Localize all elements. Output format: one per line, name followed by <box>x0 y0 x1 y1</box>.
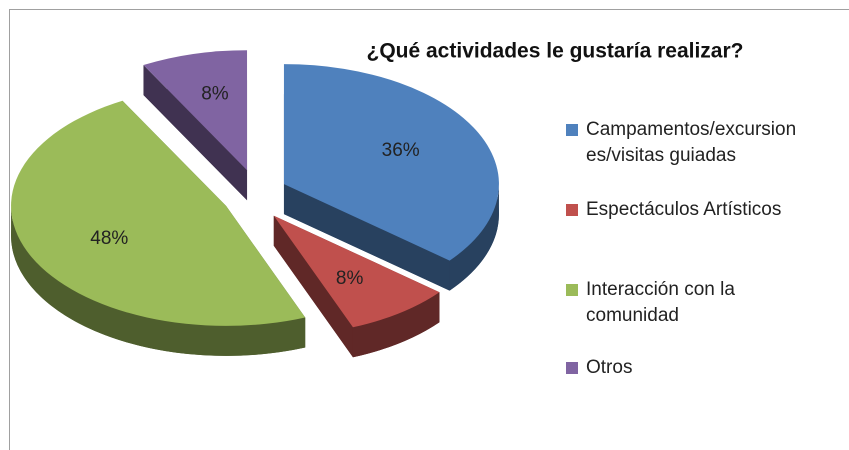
slice-top <box>273 215 440 328</box>
slice-top <box>283 64 499 261</box>
legend-entry: Interacción con la comunidad <box>566 277 802 329</box>
data-label: 36% <box>382 140 420 161</box>
legend-swatch <box>566 284 578 296</box>
legend-label: Interacción con la comunidad <box>586 279 735 326</box>
pie-slice <box>273 215 440 358</box>
slice-side <box>11 205 306 356</box>
legend-entry: Otros <box>566 355 802 381</box>
slice-wall <box>283 184 450 291</box>
slice-wall <box>273 215 353 358</box>
pie-slice <box>11 100 306 356</box>
slice-top <box>143 50 248 171</box>
data-label: 8% <box>201 84 229 105</box>
data-label: 48% <box>90 228 128 249</box>
slice-side <box>449 184 499 291</box>
legend-swatch <box>566 362 578 374</box>
pie-slice <box>283 64 499 291</box>
legend-label: Otros <box>586 357 633 378</box>
pie-slice <box>143 50 248 201</box>
slice-top <box>11 100 306 326</box>
legend-swatch <box>566 124 578 136</box>
slice-side <box>352 292 440 358</box>
legend-label: Espectáculos Artísticos <box>586 199 782 220</box>
slice-wall <box>143 65 248 201</box>
legend-entry: Campamentos/excursiones/visitas guiadas <box>566 117 802 169</box>
legend-label: Campamentos/excursiones/visitas guiadas <box>586 119 797 166</box>
chart-title: ¿Qué actividades le gustaría realizar? <box>367 40 744 63</box>
legend-swatch <box>566 204 578 216</box>
legend-entry: Espectáculos Artísticos <box>566 197 802 223</box>
chart-border <box>9 9 849 450</box>
data-label: 8% <box>336 268 364 289</box>
